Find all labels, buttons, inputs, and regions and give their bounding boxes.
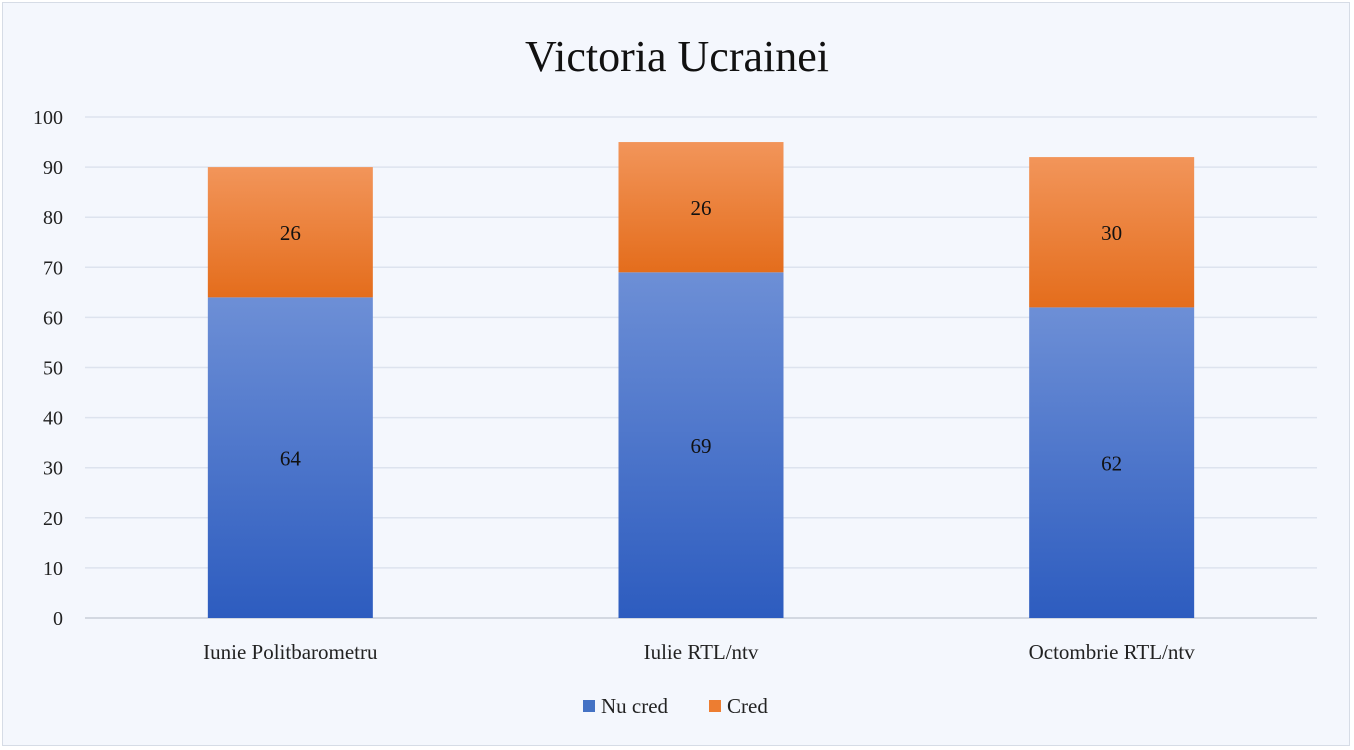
x-axis-labels: Iunie Politbarometru Iulie RTL/ntv Octombr… <box>203 640 1195 664</box>
y-tick-label: 0 <box>53 608 63 630</box>
chart-title: Victoria Ucrainei <box>525 32 829 81</box>
legend-swatch <box>583 700 595 712</box>
y-tick-label: 20 <box>43 508 63 530</box>
y-tick-label: 100 <box>33 107 63 129</box>
y-tick-label: 10 <box>43 558 63 580</box>
legend-label: Nu cred <box>601 694 669 718</box>
y-tick-label: 40 <box>43 408 63 430</box>
x-tick-label: Iulie RTL/ntv <box>644 640 759 664</box>
legend-swatch <box>709 700 721 712</box>
legend-label: Cred <box>727 694 768 718</box>
bar-cred <box>618 142 784 273</box>
y-tick-label: 90 <box>43 157 63 179</box>
y-tick-label: 50 <box>43 358 63 380</box>
bar-nu-cred <box>618 272 784 618</box>
x-tick-label: Octombrie RTL/ntv <box>1029 640 1196 664</box>
y-tick-label: 30 <box>43 458 63 480</box>
bar-nu-cred <box>1029 307 1195 618</box>
data-label: 30 <box>1101 221 1122 245</box>
y-tick-label: 70 <box>43 257 63 279</box>
x-tick-label: Iunie Politbarometru <box>203 640 378 664</box>
y-axis-ticks: 0 10 20 30 40 50 60 70 80 90 100 <box>33 107 63 630</box>
bar-cred <box>207 167 373 298</box>
bars: 64 26 69 26 62 30 <box>207 142 1195 618</box>
data-label: 69 <box>691 434 712 458</box>
data-label: 26 <box>691 196 712 220</box>
data-label: 26 <box>280 221 301 245</box>
bar-cred <box>1029 157 1195 308</box>
data-label: 64 <box>280 447 302 471</box>
data-label: 62 <box>1101 452 1122 476</box>
bar-nu-cred <box>207 297 373 618</box>
legend: Nu cred Cred <box>583 694 768 718</box>
chart-svg: Victoria Ucrainei 0 10 20 30 40 50 60 70 80 90 100… <box>33 32 1317 718</box>
y-tick-label: 80 <box>43 207 63 229</box>
y-tick-label: 60 <box>43 307 63 329</box>
